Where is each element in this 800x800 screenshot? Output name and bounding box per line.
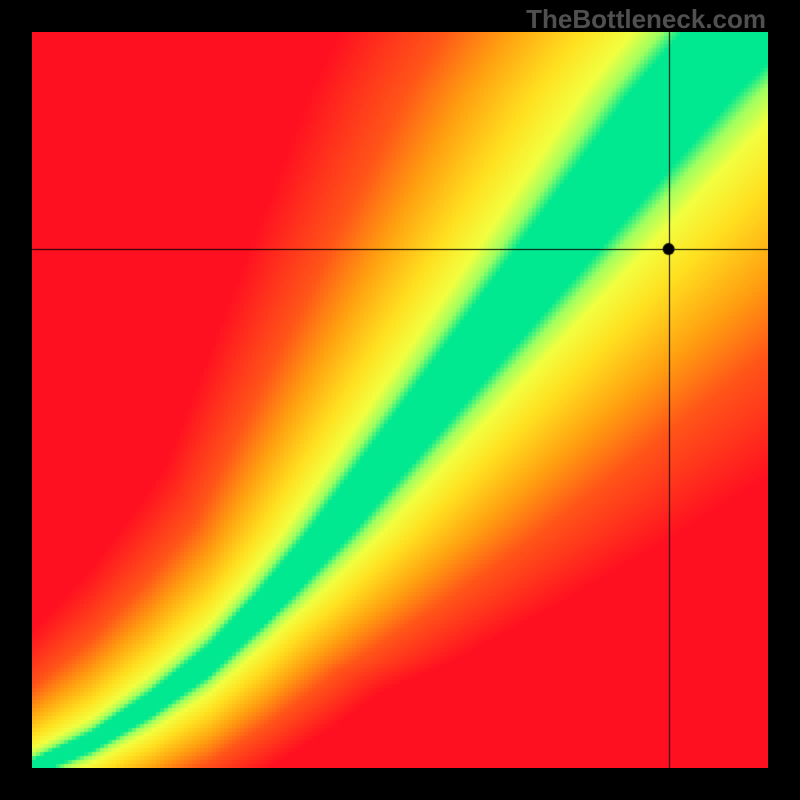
chart-container: TheBottleneck.com	[0, 0, 800, 800]
crosshair-overlay	[0, 0, 800, 800]
